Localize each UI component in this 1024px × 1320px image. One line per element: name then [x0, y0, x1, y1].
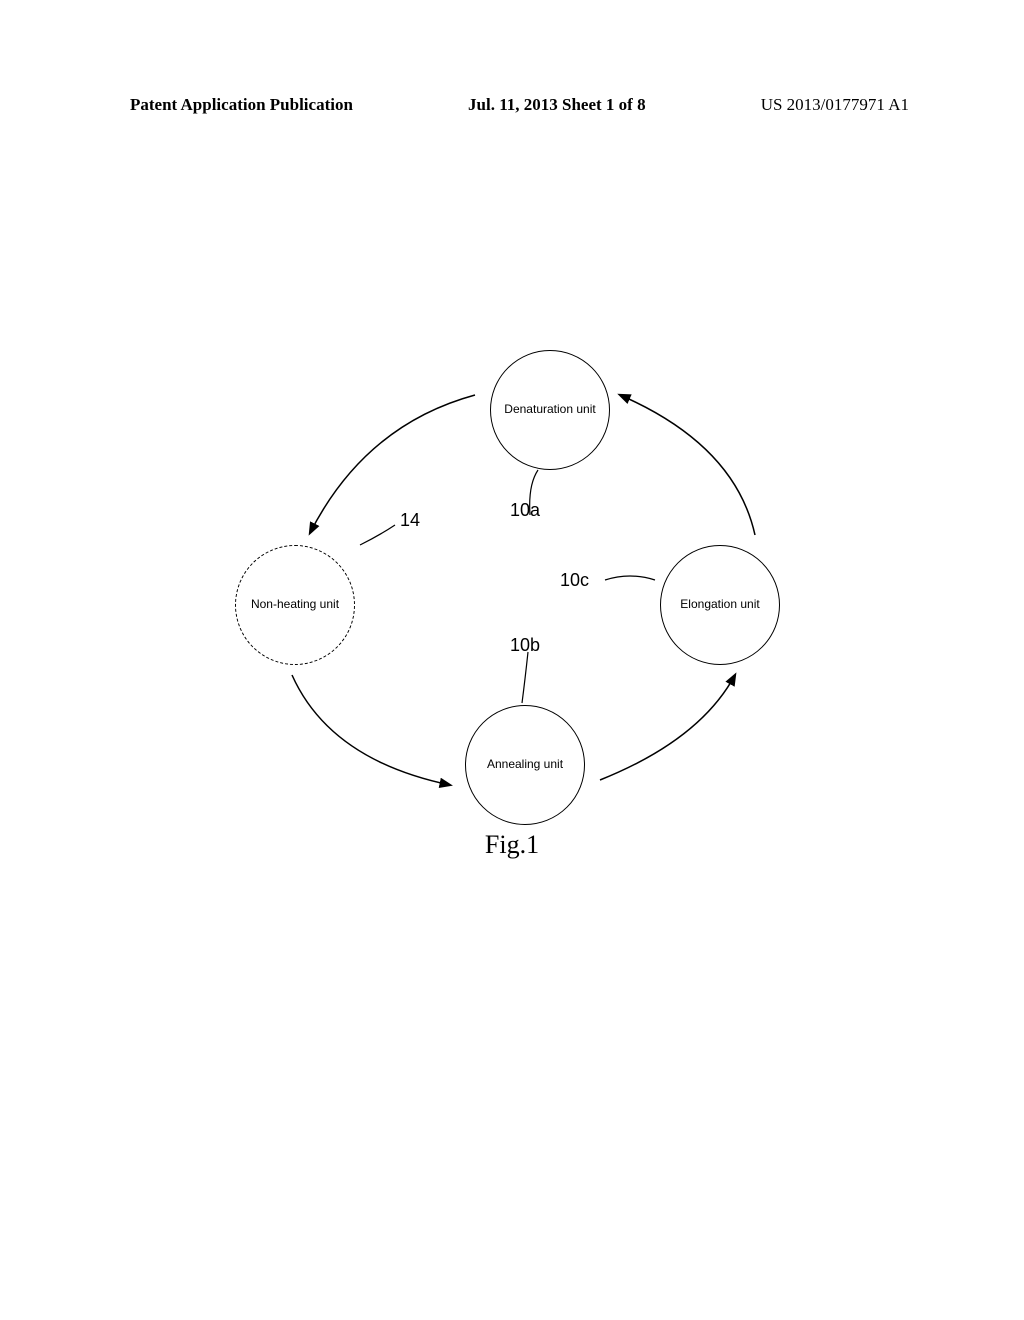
header-center: Jul. 11, 2013 Sheet 1 of 8 [468, 95, 646, 115]
arrow-denat-to-nonheat [310, 395, 475, 533]
ref-10b: 10b [510, 635, 540, 656]
node-denaturation: Denaturation unit [490, 350, 610, 470]
node-annealing: Annealing unit [465, 705, 585, 825]
ref-10c: 10c [560, 570, 589, 591]
page-header: Patent Application Publication Jul. 11, … [0, 95, 1024, 115]
leader-10b [522, 652, 528, 703]
header-right: US 2013/0177971 A1 [761, 95, 909, 115]
ref-14: 14 [400, 510, 420, 531]
figure-caption: Fig.1 [0, 830, 1024, 860]
arrow-anneal-to-elong [600, 675, 735, 780]
header-left: Patent Application Publication [130, 95, 353, 115]
node-nonheating: Non-heating unit [235, 545, 355, 665]
ref-10a: 10a [510, 500, 540, 521]
arrow-elong-to-denat [620, 395, 755, 535]
diagram: Denaturation unit Elongation unit Anneal… [200, 350, 800, 850]
arrow-nonheat-to-anneal [292, 675, 450, 785]
node-nonheating-label: Non-heating unit [251, 598, 339, 611]
node-elongation-label: Elongation unit [680, 598, 759, 611]
node-elongation: Elongation unit [660, 545, 780, 665]
node-denaturation-label: Denaturation unit [504, 403, 595, 416]
leader-14 [360, 525, 395, 545]
node-annealing-label: Annealing unit [487, 758, 563, 771]
leader-10c [605, 576, 655, 580]
